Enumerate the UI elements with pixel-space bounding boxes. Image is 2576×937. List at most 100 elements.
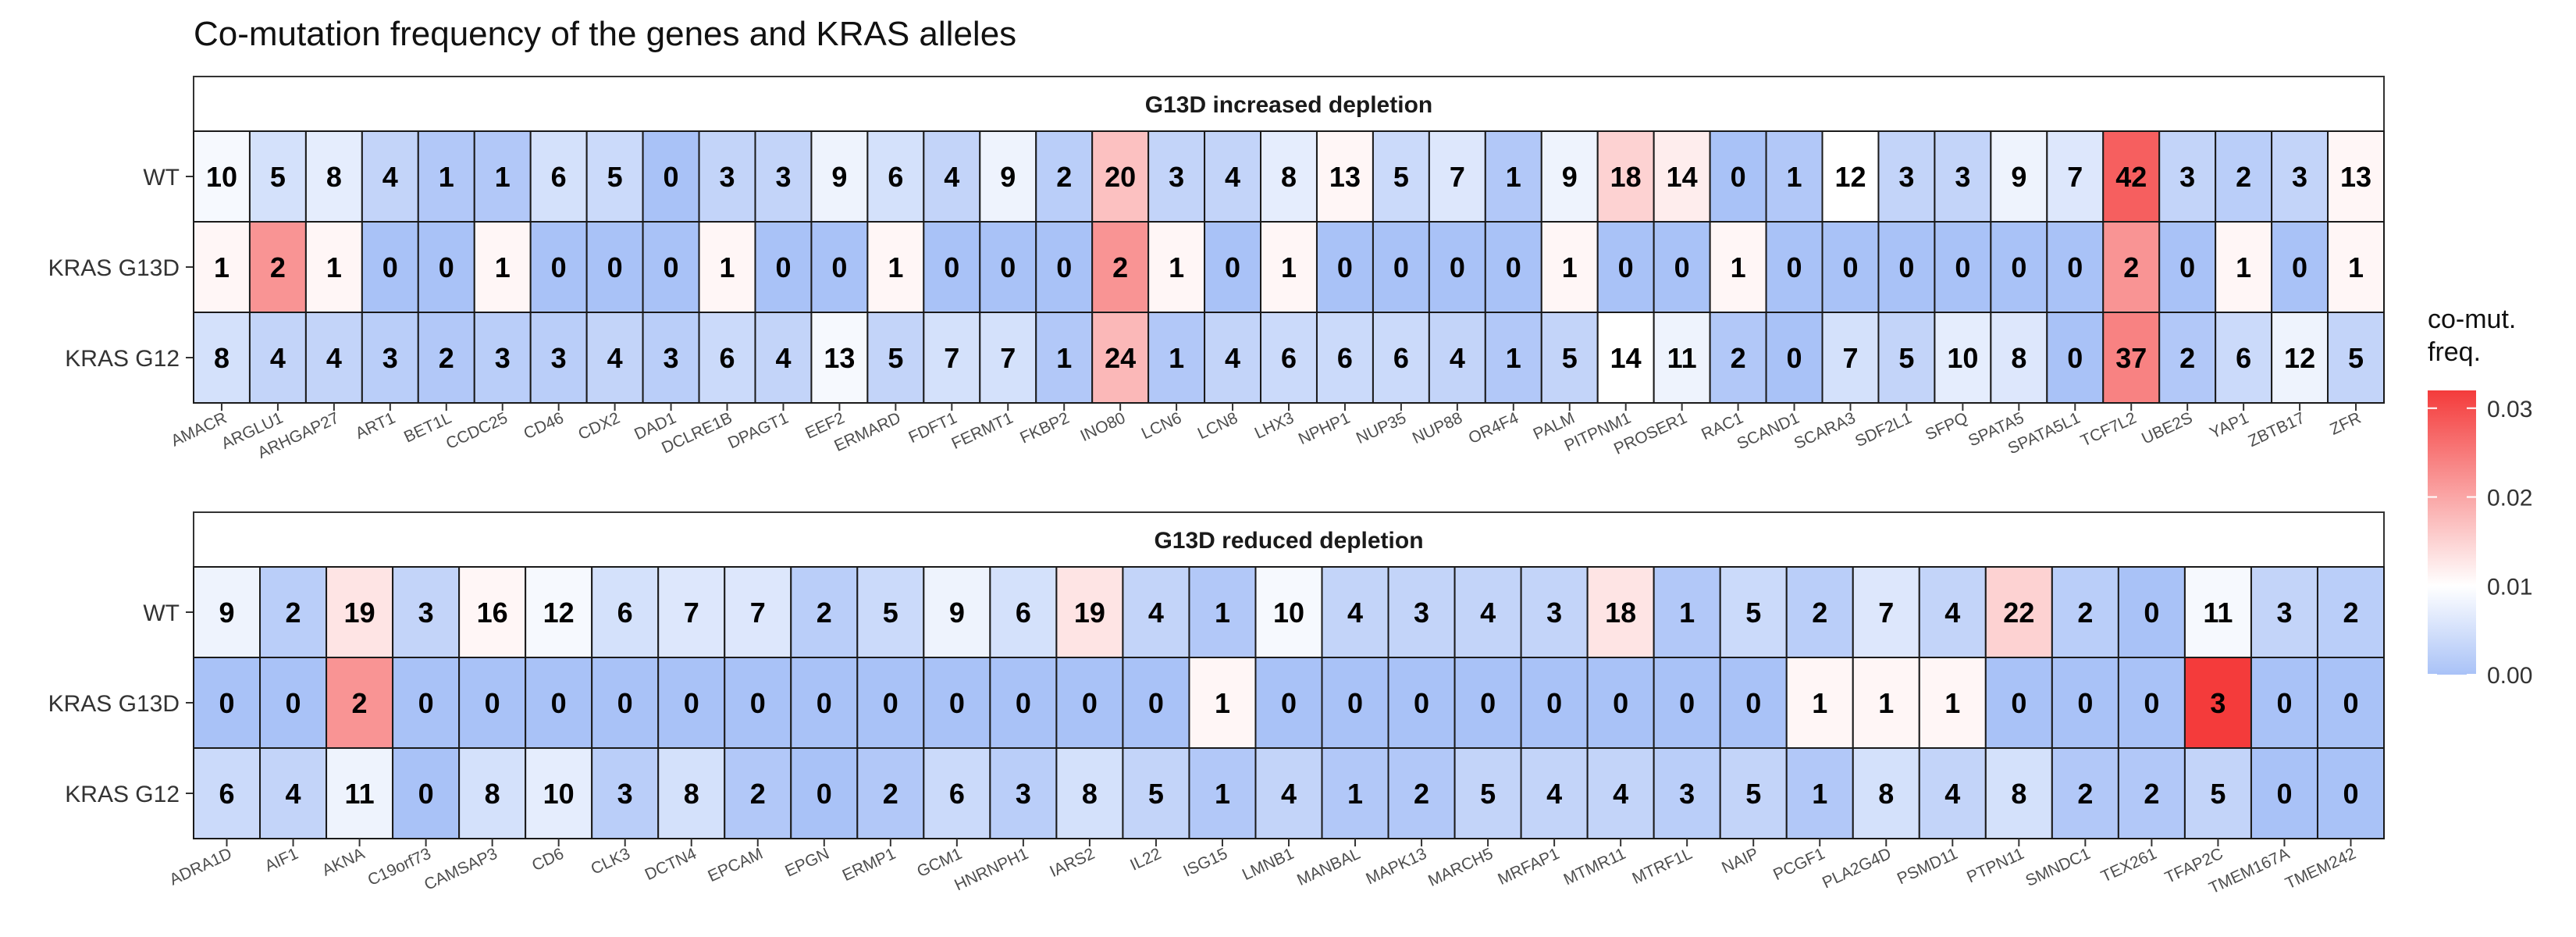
heatmap-cell [1709, 221, 1767, 313]
cell-count-label: 4 [1225, 342, 1240, 374]
cell-count-label: 0 [817, 778, 832, 810]
heatmap-cell [923, 312, 981, 404]
cell-count-label: 3 [1169, 161, 1184, 193]
cell-count-label: 42 [2115, 161, 2147, 193]
column-label: NUP35 [1354, 409, 1409, 447]
heatmap-cell [1260, 221, 1318, 313]
heatmap-cell [193, 657, 262, 749]
cell-count-label: 6 [551, 161, 567, 193]
heatmap-cell [193, 221, 251, 313]
column-label: AIF1 [262, 845, 301, 876]
cell-count-label: 4 [1450, 342, 1465, 374]
cell-count-label: 1 [1056, 342, 1072, 374]
cell-count-label: 8 [326, 161, 342, 193]
cell-count-label: 7 [1000, 342, 1016, 374]
heatmap-cell [1453, 566, 1522, 658]
cell-count-label: 1 [1281, 251, 1297, 283]
legend-tick-label: 0.01 [2487, 574, 2532, 600]
cell-count-label: 11 [345, 778, 375, 810]
cell-count-label: 0 [286, 687, 301, 719]
cell-count-label: 2 [2077, 778, 2093, 810]
heatmap-cell [1719, 566, 1788, 658]
heatmap-cell [923, 747, 991, 839]
cell-count-label: 0 [418, 687, 434, 719]
column-label: SCARA3 [1791, 409, 1859, 453]
cell-count-label: 1 [495, 251, 511, 283]
cell-count-label: 1 [2348, 251, 2364, 283]
heatmap-cell [1091, 221, 1150, 313]
heatmap-cell [417, 130, 475, 223]
heatmap-cell [392, 747, 461, 839]
heatmap-cell [2316, 747, 2386, 839]
cell-count-label: 0 [1414, 687, 1429, 719]
cell-count-label: 0 [1347, 687, 1363, 719]
facet-strip [193, 511, 2385, 568]
heatmap-cell [1147, 130, 1206, 223]
cell-count-label: 0 [382, 251, 398, 283]
heatmap-cell [923, 130, 981, 223]
heatmap-cell [1254, 657, 1323, 749]
heatmap-cell [1596, 130, 1655, 223]
cell-count-label: 7 [2067, 161, 2083, 193]
cell-count-label: 1 [1347, 778, 1363, 810]
cell-count-label: 6 [949, 778, 965, 810]
heatmap-cell [866, 221, 925, 313]
cell-count-label: 4 [607, 342, 623, 374]
cell-count-label: 0 [684, 687, 699, 719]
cell-count-label: 0 [1618, 251, 1634, 283]
heatmap-cell [1785, 566, 1854, 658]
cell-count-label: 0 [2179, 251, 2195, 283]
cell-count-label: 1 [719, 251, 735, 283]
column-label: SFPQ [1923, 409, 1971, 444]
heatmap-cell [392, 657, 461, 749]
legend-tick-label: 0.03 [2487, 397, 2532, 422]
cell-count-label: 5 [1562, 342, 1578, 374]
cell-count-label: 13 [824, 342, 855, 374]
cell-count-label: 9 [1000, 161, 1016, 193]
cell-count-label: 0 [485, 687, 500, 719]
heatmap-cell [458, 747, 527, 839]
heatmap-cell [585, 130, 644, 223]
cell-count-label: 0 [1787, 251, 1802, 283]
heatmap-cell [1315, 221, 1374, 313]
cell-count-label: 2 [2123, 251, 2139, 283]
facet-strip-label: G13D reduced depletion [1154, 528, 1423, 554]
column-label: CDX2 [575, 409, 623, 444]
cell-count-label: 0 [1955, 251, 1970, 283]
heatmap-cell [193, 566, 262, 658]
heatmap-cell [923, 566, 991, 658]
column-label: MRFAP1 [1495, 845, 1562, 889]
heatmap-cell [810, 130, 869, 223]
column-label: SMNDC1 [2023, 845, 2093, 890]
cell-count-label: 0 [1842, 251, 1858, 283]
column-label: PCGF1 [1770, 845, 1827, 884]
cell-count-label: 0 [1000, 251, 1016, 283]
column-label: DPAGT1 [725, 409, 791, 453]
heatmap-cell [1984, 657, 2053, 749]
cell-count-label: 10 [1947, 342, 1978, 374]
cell-count-label: 3 [418, 597, 434, 629]
cell-count-label: 0 [831, 251, 847, 283]
heatmap-cell [2250, 747, 2318, 839]
cell-count-label: 4 [1944, 778, 1960, 810]
cell-count-label: 1 [439, 161, 454, 193]
legend-ticks: 0.00 0.01 0.02 0.03 [2428, 397, 2532, 689]
heatmap-cell [525, 657, 593, 749]
legend-colorbar [2428, 390, 2476, 675]
heatmap-cell [529, 312, 588, 404]
row-label: WT [143, 600, 180, 626]
legend-tick-label: 0.02 [2487, 486, 2532, 511]
heatmap-cell [2250, 657, 2318, 749]
heatmap-cell [2327, 312, 2385, 404]
cell-count-label: 0 [2067, 251, 2083, 283]
column-label: ART1 [353, 409, 398, 443]
heatmap-cell [1765, 130, 1823, 223]
cell-count-label: 1 [1878, 687, 1894, 719]
cell-count-label: 1 [1215, 687, 1230, 719]
column-label: CLK3 [588, 845, 632, 878]
cell-count-label: 5 [1480, 778, 1496, 810]
column-label: IL22 [1127, 845, 1164, 875]
cell-count-label: 9 [2011, 161, 2026, 193]
column-label: CD46 [521, 409, 566, 444]
